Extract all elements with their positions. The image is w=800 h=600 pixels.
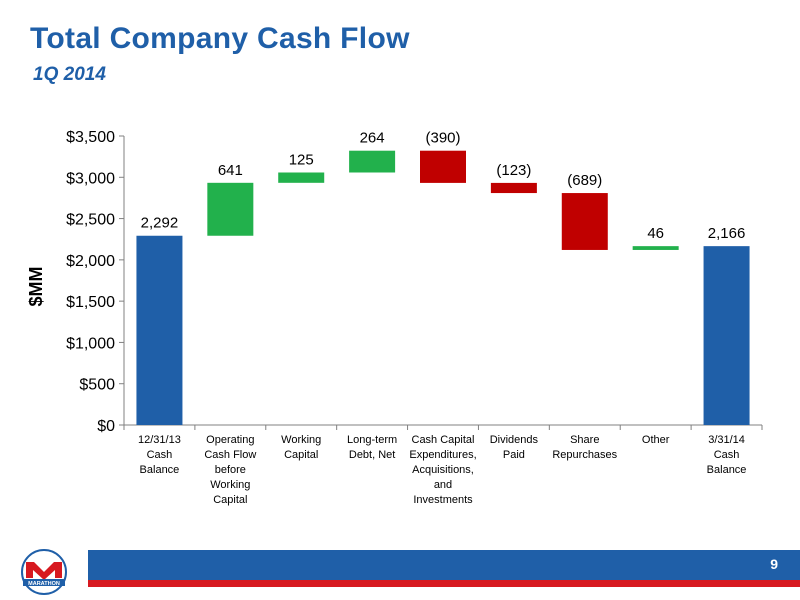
category-label: Dividends Paid bbox=[490, 434, 539, 461]
data-label: (689) bbox=[567, 172, 602, 189]
data-label: 641 bbox=[218, 162, 243, 179]
bar-6 bbox=[490, 182, 537, 194]
bar-9 bbox=[703, 246, 750, 425]
data-label: 2,292 bbox=[141, 215, 179, 232]
y-tick-label: $3,000 bbox=[66, 170, 115, 187]
category-label: Operating Cash Flow before Working Capital bbox=[204, 434, 256, 506]
category-label: Long-term Debt, Net bbox=[347, 434, 397, 461]
bar-1 bbox=[136, 235, 183, 425]
category-label: 3/31/14 Cash Balance bbox=[707, 434, 747, 476]
bar-7 bbox=[561, 193, 608, 250]
y-tick-label: $2,000 bbox=[66, 253, 115, 270]
category-label: 12/31/13 Cash Balance bbox=[138, 434, 181, 476]
bar-8 bbox=[632, 246, 679, 250]
page-subtitle: 1Q 2014 bbox=[33, 64, 106, 85]
logo-wordmark: MARATHON bbox=[28, 581, 60, 587]
data-label: (390) bbox=[425, 130, 460, 147]
data-label: 46 bbox=[647, 225, 664, 242]
bar-2 bbox=[207, 182, 254, 236]
data-label: (123) bbox=[496, 162, 531, 179]
footer-band bbox=[88, 550, 800, 580]
category-label: Cash Capital Expenditures, Acquisitions, an… bbox=[409, 434, 476, 506]
category-label: Working Capital bbox=[281, 434, 321, 461]
category-label: Share Repurchases bbox=[552, 434, 617, 461]
y-tick-label: $1,000 bbox=[66, 335, 115, 352]
page-number: 9 bbox=[770, 556, 778, 572]
data-label: 264 bbox=[360, 130, 385, 147]
data-label: 2,166 bbox=[708, 225, 746, 242]
y-axis-title: $MM bbox=[26, 267, 46, 307]
category-label: Other bbox=[642, 434, 670, 446]
footer-accent-stripe bbox=[88, 580, 800, 587]
y-tick-label: $3,500 bbox=[66, 129, 115, 146]
data-label: 125 bbox=[289, 151, 314, 168]
y-tick-label: $0 bbox=[97, 418, 115, 435]
y-tick-label: $500 bbox=[79, 377, 115, 394]
marathon-logo-icon: MARATHON bbox=[21, 549, 67, 595]
cash-flow-waterfall-chart: $0 $500 $1,000 $1,500 $2,000 $2,500 $3,000 $3,5… bbox=[26, 129, 763, 506]
y-tick-label: $2,500 bbox=[66, 212, 115, 229]
y-tick-label: $1,500 bbox=[66, 294, 115, 311]
bar-3 bbox=[278, 172, 325, 183]
bar-4 bbox=[349, 150, 396, 173]
bar-5 bbox=[420, 150, 466, 183]
page-title: Total Company Cash Flow bbox=[30, 22, 410, 55]
